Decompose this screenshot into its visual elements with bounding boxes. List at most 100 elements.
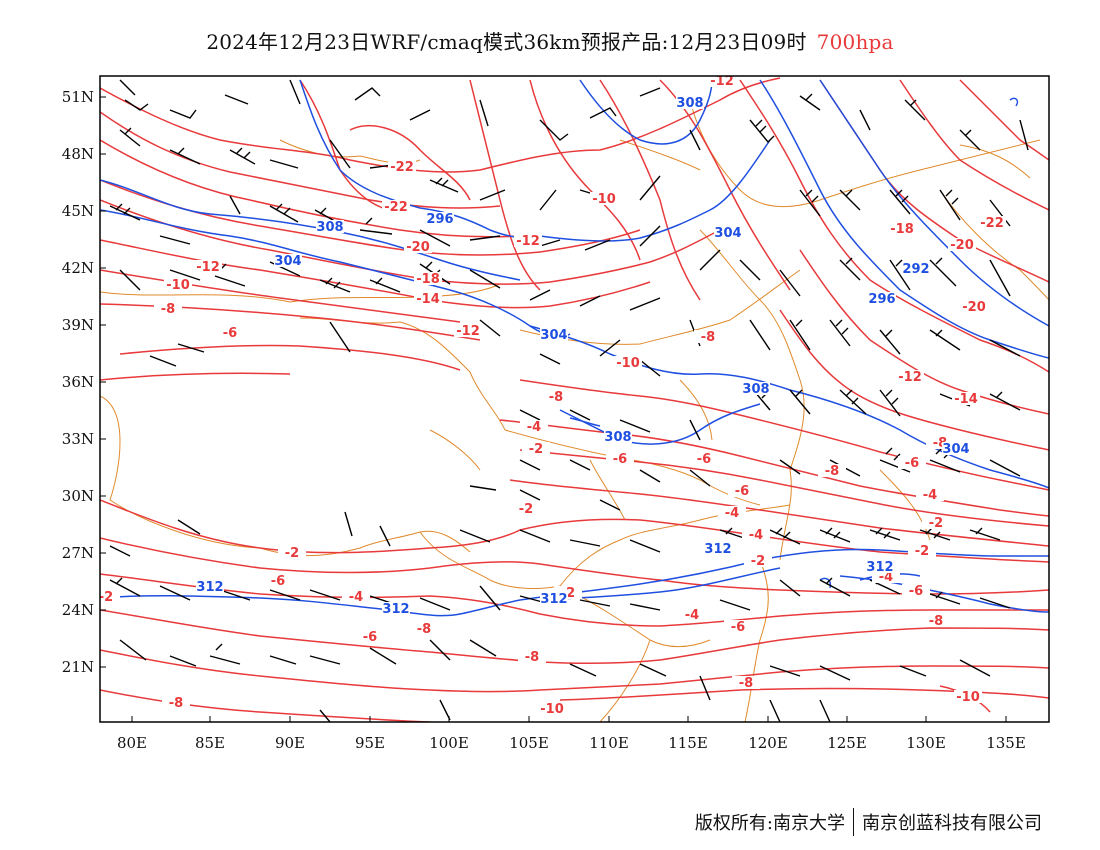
- label-background: [522, 442, 550, 455]
- temperature-label: -2: [285, 546, 299, 561]
- lon-label: 90E: [275, 734, 305, 752]
- label-background: [742, 528, 770, 541]
- label-background: [274, 254, 302, 267]
- lat-label: 39N: [62, 316, 94, 334]
- temperature-label: -2: [751, 554, 765, 569]
- temperature-label: -4: [685, 608, 699, 623]
- temperature-label: -8: [825, 464, 839, 479]
- label-background: [896, 370, 924, 383]
- lat-label: 45N: [62, 202, 94, 220]
- temperature-label: -6: [735, 484, 749, 499]
- label-background: [454, 324, 482, 337]
- lon-label: 120E: [748, 734, 788, 752]
- label-background: [278, 546, 306, 559]
- temperature-label: -4: [527, 420, 541, 435]
- height-label: 312: [704, 542, 731, 557]
- label-background: [942, 442, 970, 455]
- lat-label: 51N: [62, 88, 94, 106]
- temperature-label: -10: [956, 690, 980, 705]
- height-label: 312: [382, 602, 409, 617]
- temperature-label: -10: [166, 278, 190, 293]
- temperature-label: -6: [613, 452, 627, 467]
- temperature-label: -20: [406, 240, 430, 255]
- label-background: [908, 544, 936, 557]
- height-label: 312: [866, 560, 893, 575]
- temperature-label: -2: [99, 590, 113, 605]
- temperature-label: -8: [417, 622, 431, 637]
- lon-label: 135E: [986, 734, 1026, 752]
- label-background: [518, 650, 546, 663]
- temperature-contours: [100, 77, 1049, 722]
- temperature-label: -4: [749, 528, 763, 543]
- label-background: [196, 580, 224, 593]
- label-background: [100, 590, 120, 603]
- temperature-label: -6: [363, 630, 377, 645]
- label-background: [382, 602, 410, 615]
- label-background: [732, 676, 760, 689]
- lon-label: 130E: [906, 734, 946, 752]
- lon-label: 80E: [117, 734, 147, 752]
- label-background: [414, 292, 442, 305]
- temperature-label: -12: [710, 74, 734, 89]
- height-labels: 308 296 308 304 304 304 308 308 312 312 312 312 312 2…: [196, 96, 970, 617]
- label-background: [356, 630, 384, 643]
- company-name: 南京创蓝科技有限公司: [862, 813, 1042, 834]
- label-background: [604, 430, 632, 443]
- temperature-label: -8: [929, 614, 943, 629]
- temperature-label: -2: [519, 502, 533, 517]
- copyright-text: 版权所有:南京大学: [694, 813, 845, 834]
- height-label: 292: [902, 262, 929, 277]
- lat-label: 24N: [62, 601, 94, 619]
- lon-label: 85E: [195, 734, 225, 752]
- label-background: [902, 584, 930, 597]
- temperature-label: -18: [416, 272, 440, 287]
- temperature-label: -6: [731, 620, 745, 635]
- height-label: 312: [540, 592, 567, 607]
- label-background: [708, 76, 736, 87]
- lat-label: 33N: [62, 430, 94, 448]
- longitude-axis: 80E 85E 90E 95E 100E 105E 110E 115E 120E 125E 130E…: [117, 716, 1026, 752]
- temperature-label: -10: [592, 192, 616, 207]
- map-title: 2024年12月23日WRF/cmaq模式36km预报产品:12月23日09时 7…: [0, 26, 1100, 55]
- label-background: [902, 262, 930, 275]
- label-background: [512, 502, 540, 515]
- temperature-label: -6: [905, 456, 919, 471]
- label-background: [714, 226, 742, 239]
- lat-label: 27N: [62, 544, 94, 562]
- label-background: [690, 452, 718, 465]
- temperature-label: -12: [516, 234, 540, 249]
- wind-barbs: [109, 79, 1029, 722]
- temperature-label: -12: [456, 324, 480, 339]
- label-background: [162, 696, 190, 709]
- label-background: [952, 392, 980, 405]
- temperature-label: -12: [196, 260, 220, 275]
- temperature-label: -14: [954, 392, 978, 407]
- label-background: [164, 278, 192, 291]
- lon-label: 95E: [355, 734, 385, 752]
- label-background: [538, 702, 566, 715]
- label-background: [898, 456, 926, 469]
- height-label: 304: [714, 226, 741, 241]
- temperature-labels: -12 -22 -22 -20 -18 -14 -12 -10 -10 -12 -8 -6 -12 -10…: [99, 74, 1006, 717]
- temperature-label: -8: [169, 696, 183, 711]
- map-frame: [99, 75, 1050, 723]
- height-label: 308: [604, 430, 631, 445]
- label-background: [922, 516, 950, 529]
- label-background: [342, 590, 370, 603]
- label-background: [718, 506, 746, 519]
- label-background: [590, 192, 618, 205]
- temperature-label: -8: [525, 650, 539, 665]
- temperature-label: -2: [929, 516, 943, 531]
- label-background: [818, 464, 846, 477]
- height-label: 308: [316, 220, 343, 235]
- label-background: [542, 390, 570, 403]
- temperature-label: -6: [909, 584, 923, 599]
- lat-label: 36N: [62, 373, 94, 391]
- height-label: 308: [676, 96, 703, 111]
- label-background: [694, 330, 722, 343]
- temperature-label: -4: [923, 488, 937, 503]
- height-label: 304: [274, 254, 301, 269]
- label-background: [888, 222, 916, 235]
- temperature-label: -14: [416, 292, 440, 307]
- lat-label: 42N: [62, 259, 94, 277]
